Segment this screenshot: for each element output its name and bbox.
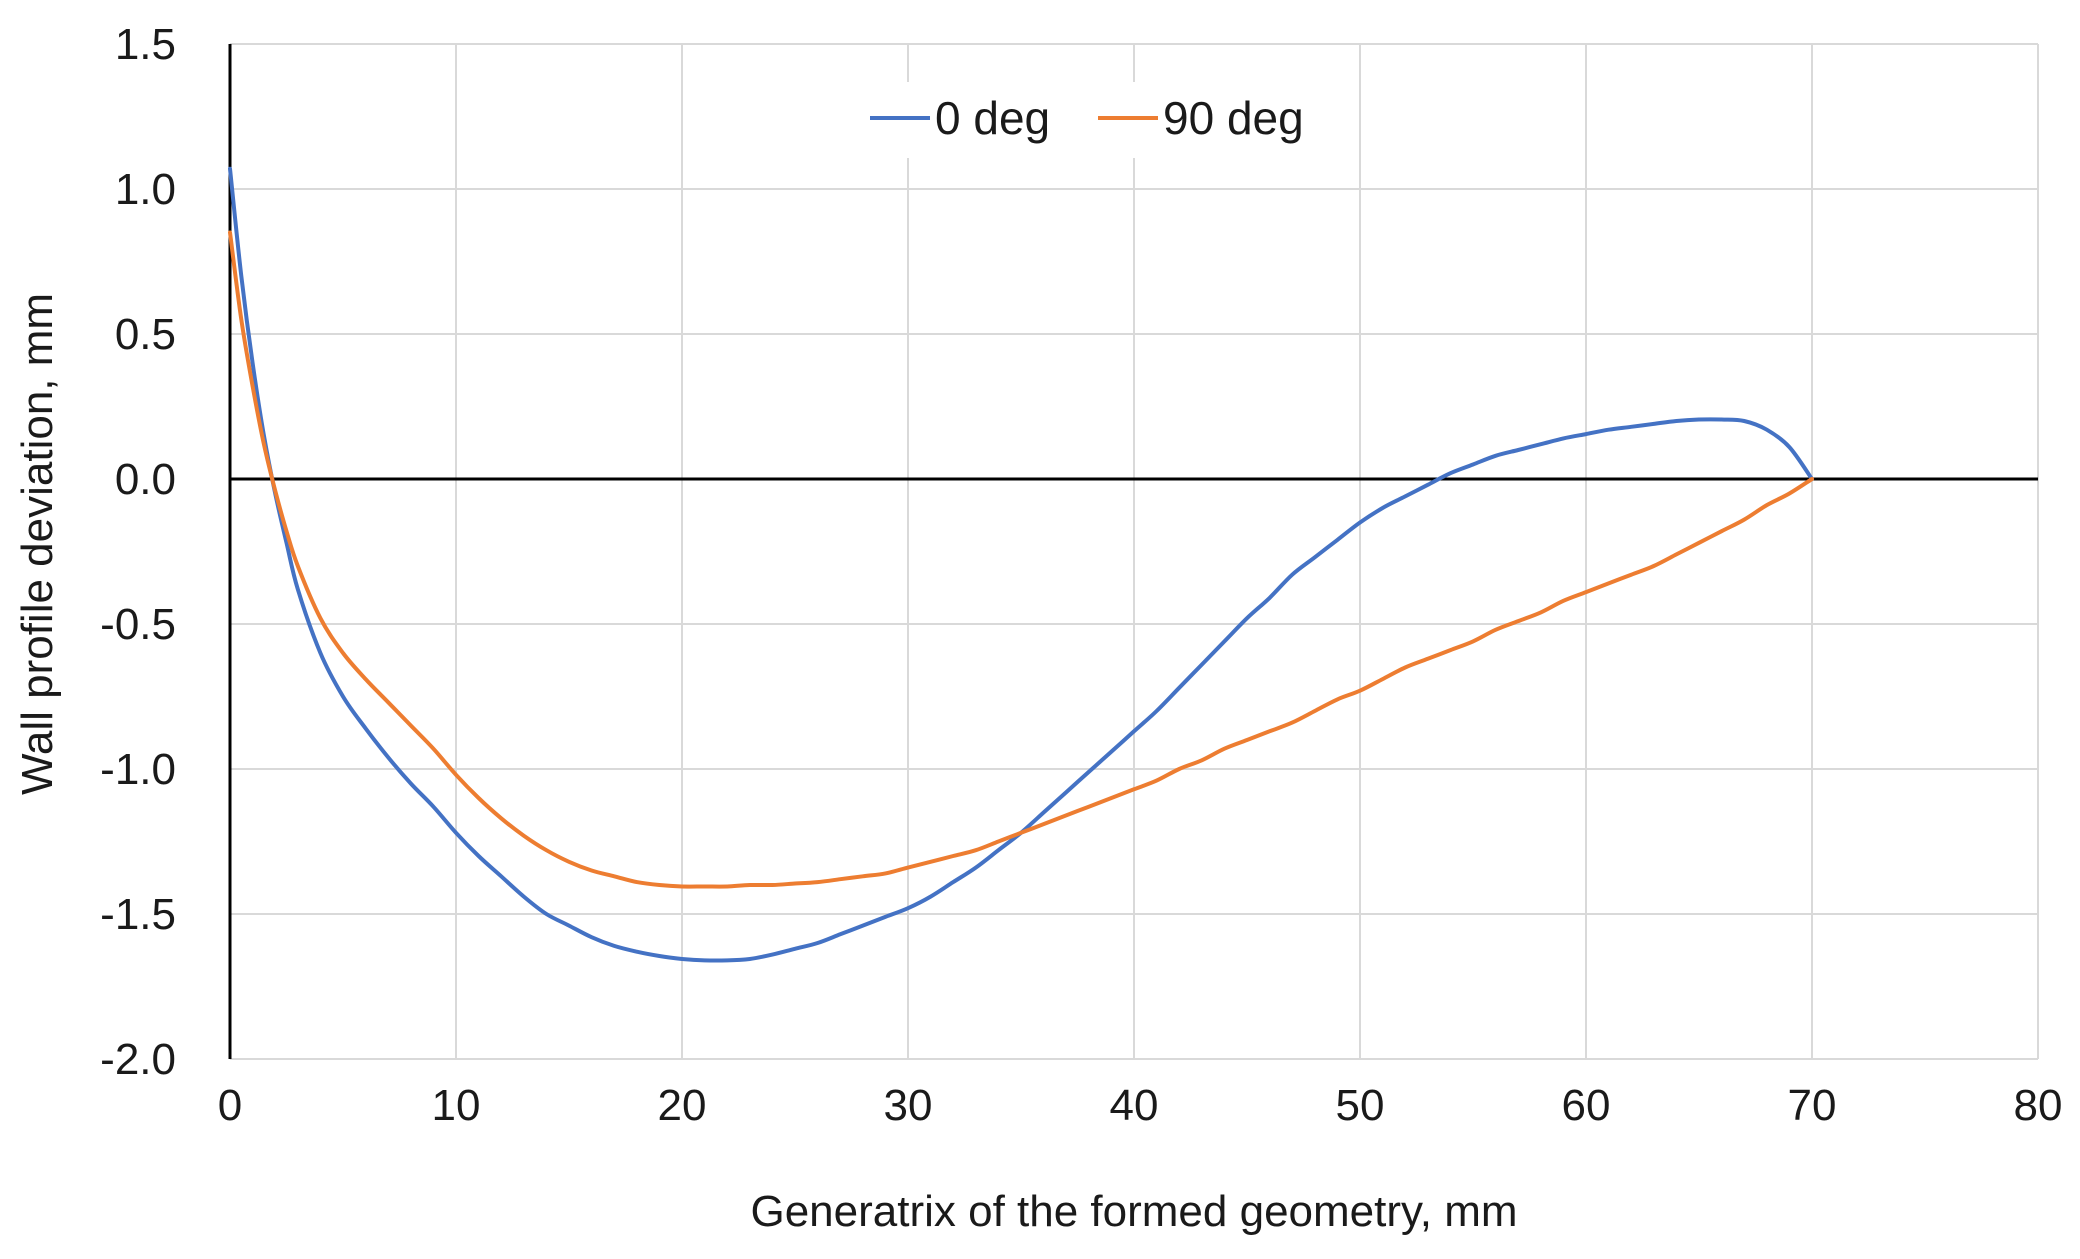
y-tick-label--2.0: -2.0 <box>100 1035 176 1084</box>
legend-label-90-deg: 90 deg <box>1163 92 1304 144</box>
y-tick-label--1.5: -1.5 <box>100 890 176 939</box>
x-tick-label-70: 70 <box>1788 1081 1837 1130</box>
y-tick-label-1.5: 1.5 <box>115 20 176 69</box>
legend: 0 deg 90 deg <box>840 82 1350 158</box>
y-tick-labels: 1.5 1.0 0.5 0.0 -0.5 -1.0 -1.5 -2.0 <box>100 20 176 1084</box>
x-tick-labels: 0 10 20 30 40 50 60 70 80 <box>218 1081 2063 1130</box>
x-tick-label-0: 0 <box>218 1081 242 1130</box>
series-line-90-deg <box>228 230 1814 889</box>
series-layer <box>228 166 1814 963</box>
y-axis-title: Wall profile deviation, mm <box>13 293 62 795</box>
x-tick-label-40: 40 <box>1110 1081 1159 1130</box>
y-tick-label--1.0: -1.0 <box>100 745 176 794</box>
y-gridlines <box>230 43 2038 1060</box>
x-tick-label-80: 80 <box>2014 1081 2063 1130</box>
series-line-0-deg <box>228 166 1814 963</box>
x-tick-label-30: 30 <box>884 1081 933 1130</box>
legend-label-0-deg: 0 deg <box>935 92 1050 144</box>
y-tick-label-0.0: 0.0 <box>115 455 176 504</box>
y-tick-label-0.5: 0.5 <box>115 310 176 359</box>
x-gridlines <box>455 44 2039 1059</box>
y-tick-label--0.5: -0.5 <box>100 600 176 649</box>
x-tick-label-50: 50 <box>1336 1081 1385 1130</box>
x-tick-label-60: 60 <box>1562 1081 1611 1130</box>
x-tick-label-20: 20 <box>658 1081 707 1130</box>
x-tick-label-10: 10 <box>432 1081 481 1130</box>
y-tick-label-1.0: 1.0 <box>115 165 176 214</box>
x-axis-title: Generatrix of the formed geometry, mm <box>750 1187 1517 1236</box>
